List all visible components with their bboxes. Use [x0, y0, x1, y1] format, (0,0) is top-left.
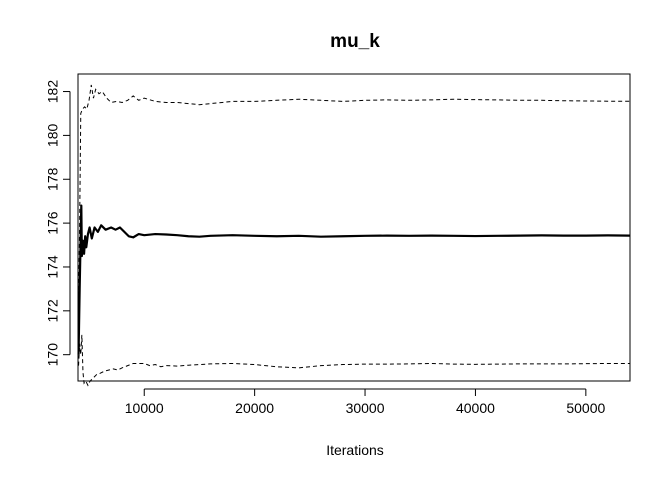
- x-tick-label: 40000: [456, 400, 495, 416]
- series-layer: [77, 84, 631, 387]
- y-tick-label: 180: [45, 124, 61, 148]
- median-line: [77, 204, 631, 355]
- x-axis: 10000 20000 30000 40000 50000: [125, 388, 606, 416]
- lower-band-line: [78, 334, 630, 387]
- x-tick-label: 30000: [346, 400, 385, 416]
- upper-band-line: [78, 84, 630, 311]
- y-tick-label: 178: [45, 167, 61, 191]
- y-tick-label: 182: [45, 80, 61, 104]
- chart-title: mu_k: [330, 31, 380, 52]
- y-tick-label: 172: [45, 299, 61, 323]
- y-tick-label: 176: [45, 211, 61, 235]
- y-tick-label: 170: [45, 343, 61, 367]
- x-tick-label: 20000: [235, 400, 274, 416]
- x-tick-label: 10000: [125, 400, 164, 416]
- y-axis: 170 172 174 176 178 180 182: [45, 80, 71, 367]
- x-axis-label: Iterations: [326, 442, 384, 458]
- plot-frame: [77, 73, 631, 382]
- y-tick-label: 174: [45, 255, 61, 279]
- x-tick-label: 50000: [566, 400, 605, 416]
